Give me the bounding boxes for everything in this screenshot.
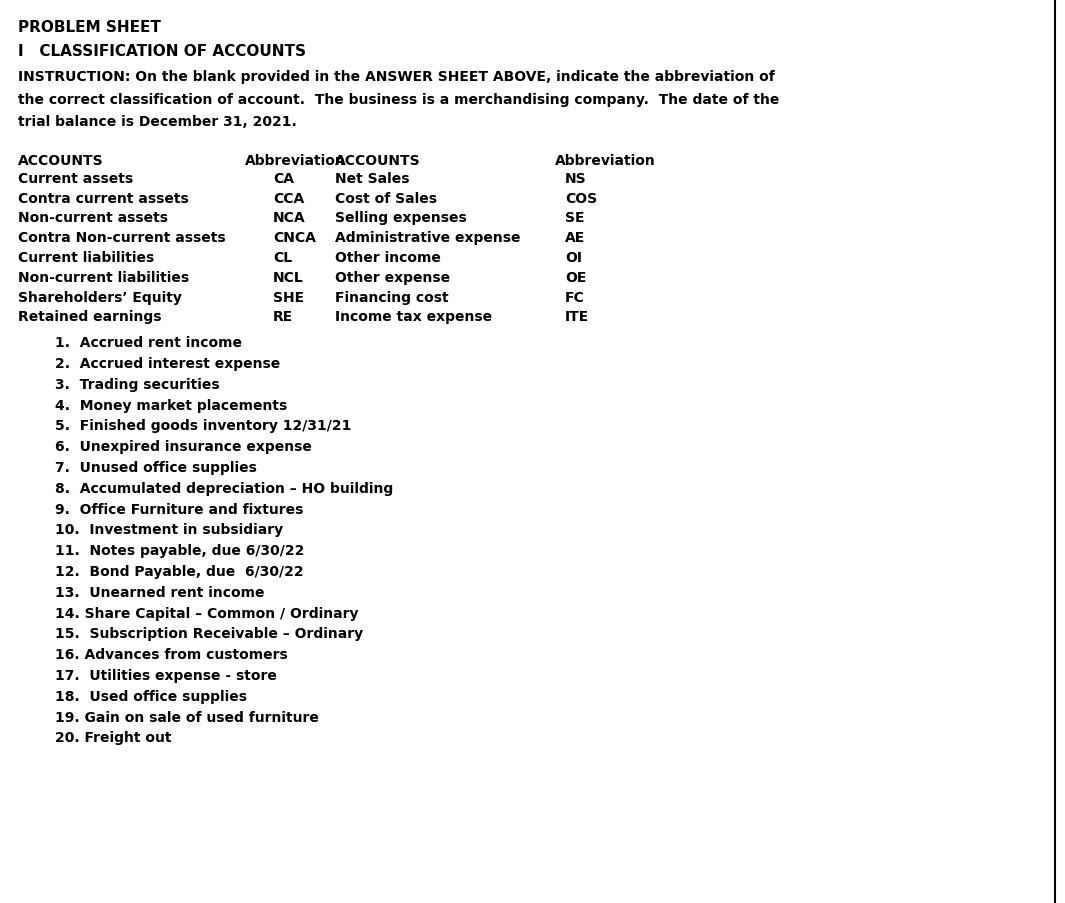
Text: Non-current liabilities: Non-current liabilities (18, 271, 190, 284)
Text: NCL: NCL (273, 271, 304, 284)
Text: Abbreviation: Abbreviation (555, 154, 656, 168)
Text: CCA: CCA (273, 191, 305, 205)
Text: CNCA: CNCA (273, 231, 316, 245)
Text: 4.  Money market placements: 4. Money market placements (55, 398, 288, 412)
Text: Non-current assets: Non-current assets (18, 211, 168, 225)
Text: 17.  Utilities expense - store: 17. Utilities expense - store (55, 668, 277, 683)
Text: Current liabilities: Current liabilities (18, 251, 154, 265)
Text: COS: COS (566, 191, 597, 205)
Text: trial balance is December 31, 2021.: trial balance is December 31, 2021. (18, 116, 297, 129)
Text: 14. Share Capital – Common / Ordinary: 14. Share Capital – Common / Ordinary (55, 606, 359, 620)
Text: Contra current assets: Contra current assets (18, 191, 189, 205)
Text: 1.  Accrued rent income: 1. Accrued rent income (55, 336, 242, 349)
Text: 10.  Investment in subsidiary: 10. Investment in subsidiary (55, 523, 283, 536)
Text: I   CLASSIFICATION OF ACCOUNTS: I CLASSIFICATION OF ACCOUNTS (18, 43, 306, 59)
Text: 9.  Office Furniture and fixtures: 9. Office Furniture and fixtures (55, 502, 304, 516)
Text: CL: CL (273, 251, 292, 265)
Text: SE: SE (566, 211, 585, 225)
Text: Other expense: Other expense (335, 271, 450, 284)
Text: 11.  Notes payable, due 6/30/22: 11. Notes payable, due 6/30/22 (55, 544, 305, 557)
Text: 2.  Accrued interest expense: 2. Accrued interest expense (55, 357, 280, 370)
Text: the correct classification of account.  The business is a merchandising company.: the correct classification of account. T… (18, 93, 780, 107)
Text: 7.  Unused office supplies: 7. Unused office supplies (55, 461, 257, 474)
Text: RE: RE (273, 310, 293, 324)
Text: Cost of Sales: Cost of Sales (335, 191, 437, 205)
Text: ITE: ITE (566, 310, 589, 324)
Text: 13.  Unearned rent income: 13. Unearned rent income (55, 585, 264, 600)
Text: 16. Advances from customers: 16. Advances from customers (55, 647, 288, 662)
Text: Current assets: Current assets (18, 172, 133, 186)
Text: 18.  Used office supplies: 18. Used office supplies (55, 689, 247, 703)
Text: Other income: Other income (335, 251, 441, 265)
Text: 15.  Subscription Receivable – Ordinary: 15. Subscription Receivable – Ordinary (55, 627, 363, 641)
Text: SHE: SHE (273, 290, 305, 304)
Text: 8.  Accumulated depreciation – HO building: 8. Accumulated depreciation – HO buildin… (55, 481, 393, 495)
Text: AE: AE (566, 231, 586, 245)
Text: 19. Gain on sale of used furniture: 19. Gain on sale of used furniture (55, 710, 318, 724)
Text: 12.  Bond Payable, due  6/30/22: 12. Bond Payable, due 6/30/22 (55, 564, 304, 579)
Text: Shareholders’ Equity: Shareholders’ Equity (18, 290, 182, 304)
Text: OI: OI (566, 251, 581, 265)
Text: ACCOUNTS: ACCOUNTS (335, 154, 421, 168)
Text: ACCOUNTS: ACCOUNTS (18, 154, 103, 168)
Text: Income tax expense: Income tax expense (335, 310, 492, 324)
Text: 20. Freight out: 20. Freight out (55, 731, 171, 745)
Text: Retained earnings: Retained earnings (18, 310, 162, 324)
Text: Financing cost: Financing cost (335, 290, 448, 304)
Text: Net Sales: Net Sales (335, 172, 410, 186)
Text: INSTRUCTION: On the blank provided in the ANSWER SHEET ABOVE, indicate the abbre: INSTRUCTION: On the blank provided in th… (18, 70, 774, 84)
Text: NCA: NCA (273, 211, 306, 225)
Text: OE: OE (566, 271, 587, 284)
Text: NS: NS (566, 172, 587, 186)
Text: CA: CA (273, 172, 294, 186)
Text: PROBLEM SHEET: PROBLEM SHEET (18, 20, 161, 35)
Text: 5.  Finished goods inventory 12/31/21: 5. Finished goods inventory 12/31/21 (55, 419, 351, 433)
Text: FC: FC (566, 290, 585, 304)
Text: Abbreviation: Abbreviation (245, 154, 346, 168)
Text: 3.  Trading securities: 3. Trading securities (55, 377, 219, 391)
Text: Administrative expense: Administrative expense (335, 231, 521, 245)
Text: 6.  Unexpired insurance expense: 6. Unexpired insurance expense (55, 440, 312, 453)
Text: Selling expenses: Selling expenses (335, 211, 466, 225)
Text: Contra Non-current assets: Contra Non-current assets (18, 231, 226, 245)
